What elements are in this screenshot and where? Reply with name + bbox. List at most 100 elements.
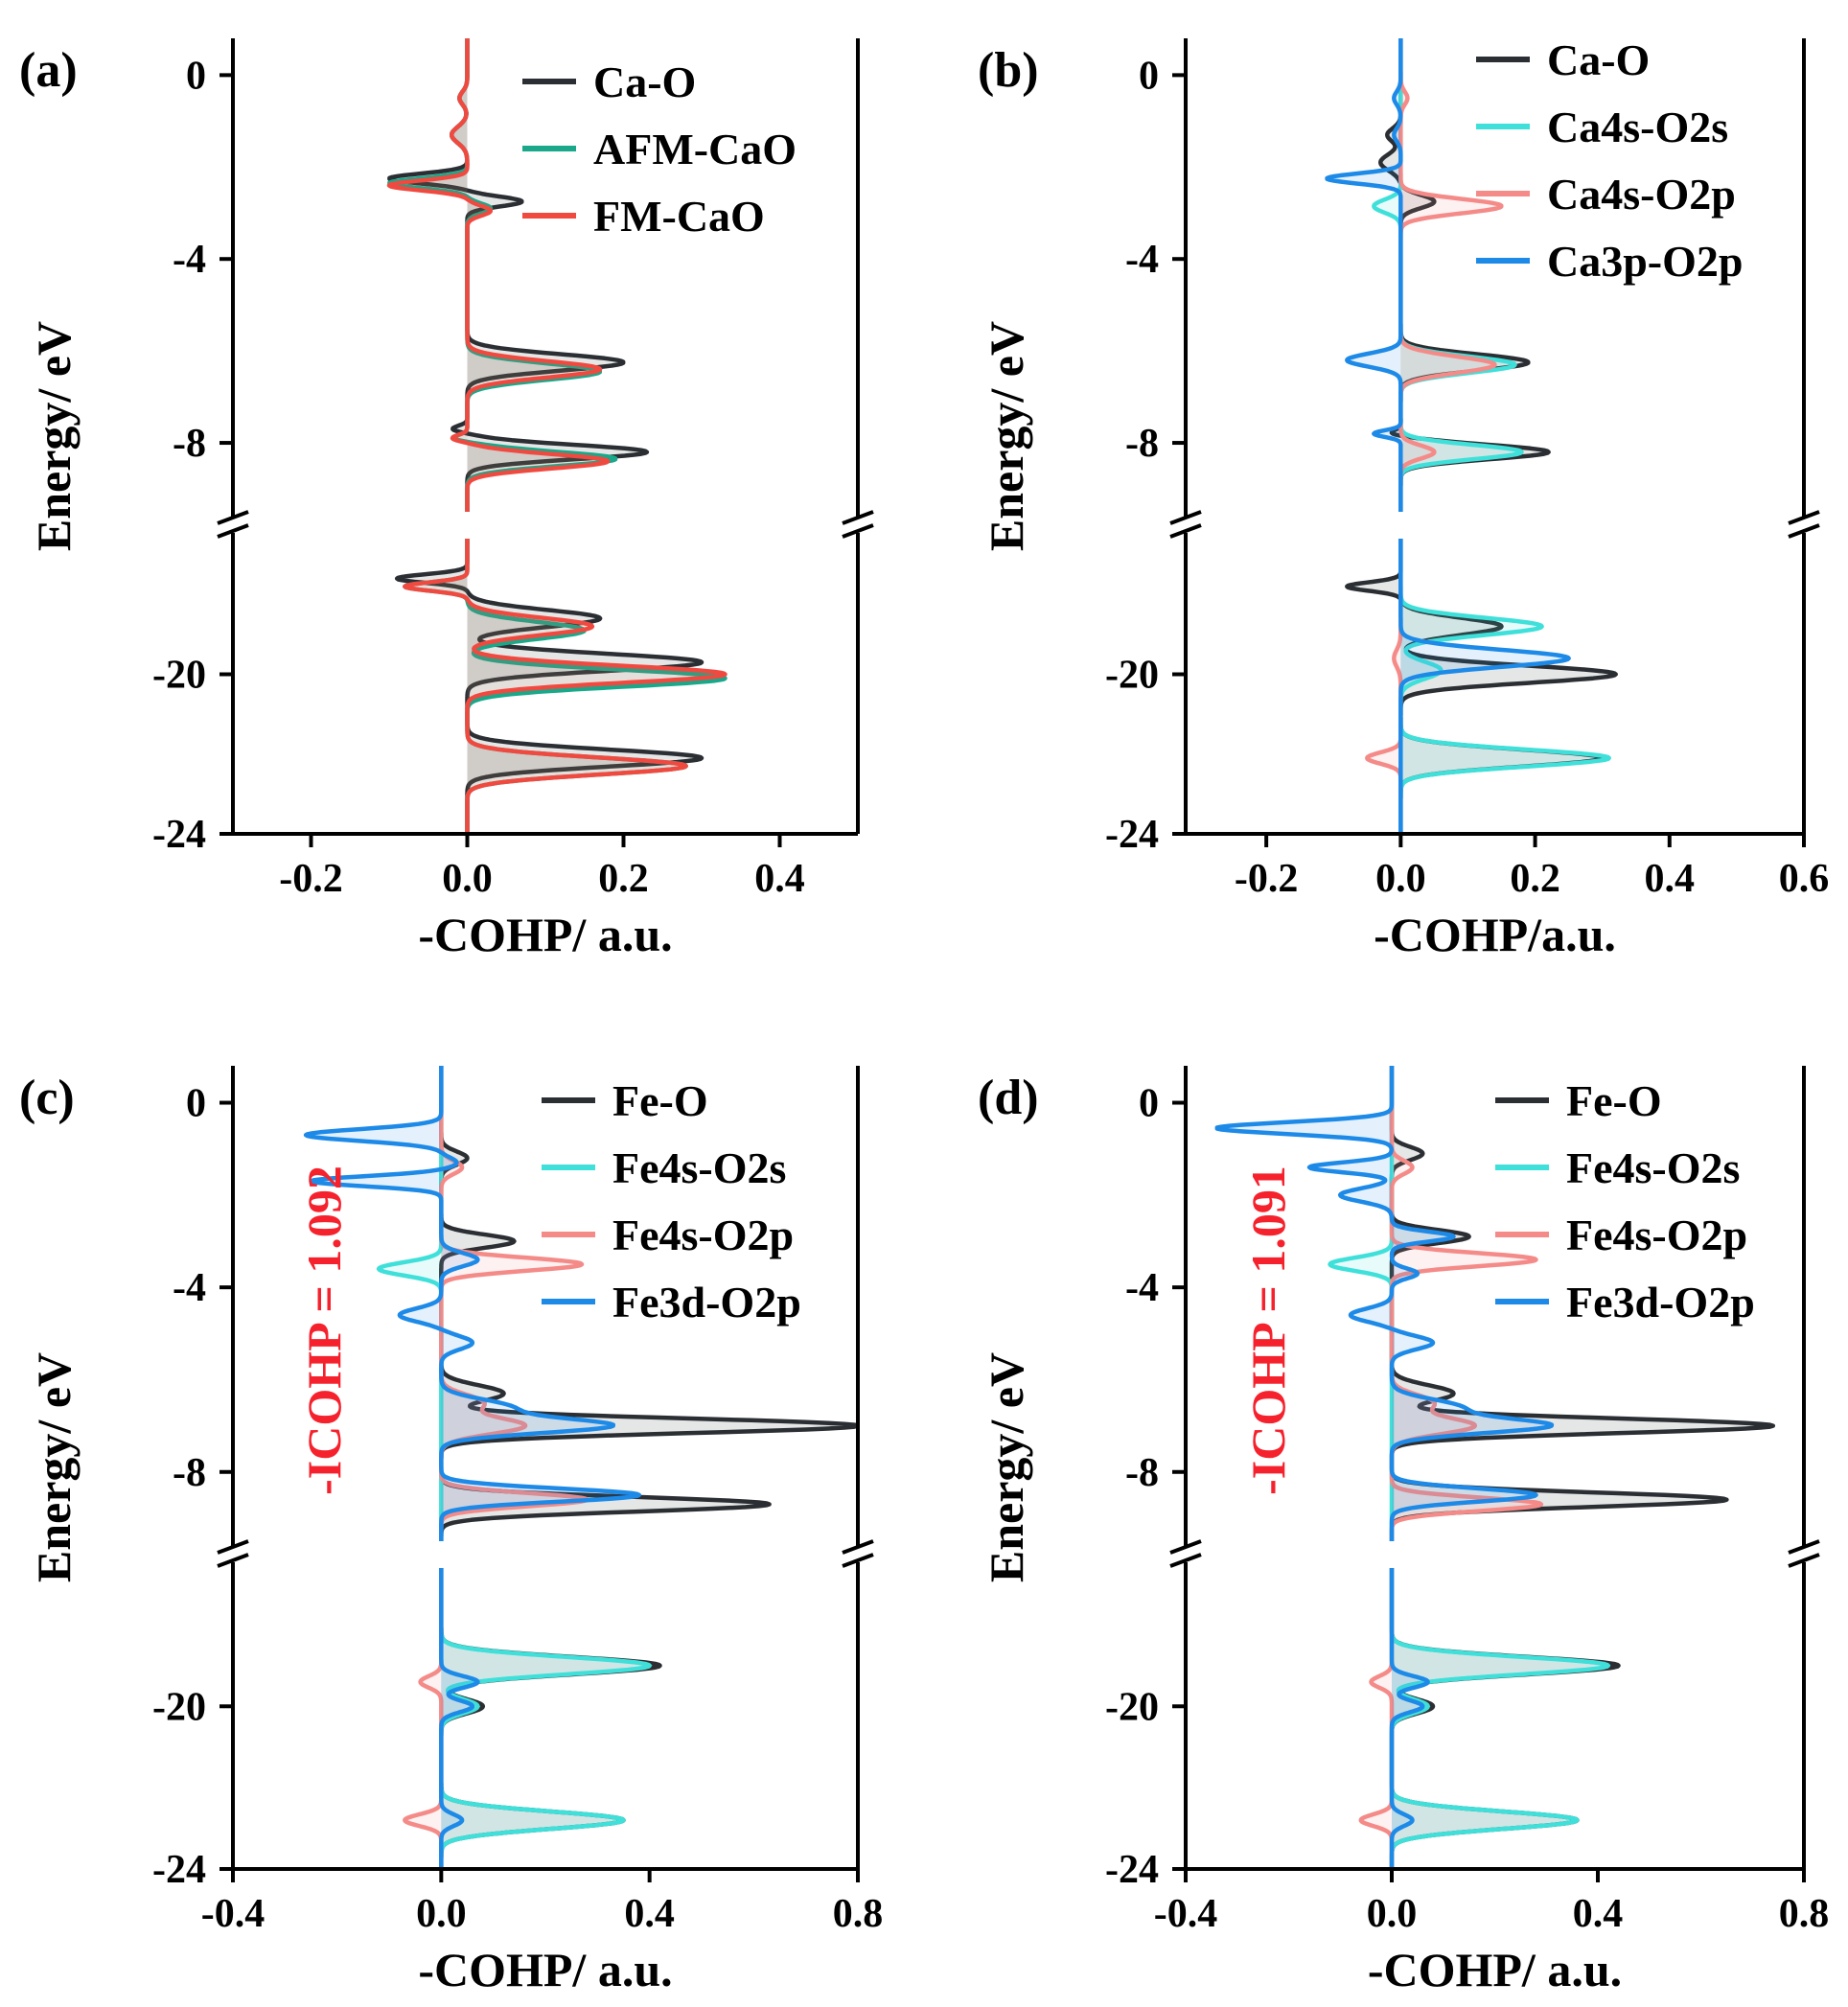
icohp-annotation: -ICOHP = 1.092 [297, 1165, 351, 1495]
axis-break-mark [217, 1539, 249, 1555]
series-fill [306, 1066, 639, 1541]
legend-entry: Ca4s-O2p [1547, 170, 1736, 219]
y-tick-label: -24 [1105, 1848, 1159, 1892]
x-tick-label: 0.0 [1375, 857, 1426, 901]
x-tick-label: 0.0 [416, 1892, 467, 1936]
legend: Fe-O Fe4s-O2s Fe4s-O2p Fe3d-O2p [1495, 1076, 1755, 1326]
legend-entry: Fe4s-O2s [612, 1143, 786, 1192]
y-axis-title: Energy/ eV [27, 321, 81, 551]
series-line [386, 38, 611, 514]
y-tick-label: -20 [1105, 654, 1159, 698]
axes-frame [217, 1066, 874, 1871]
x-tick-label: 0.8 [833, 1892, 884, 1936]
legend-entry: Fe-O [612, 1076, 708, 1125]
series-fill [1347, 539, 1616, 834]
series-line [1398, 537, 1571, 834]
panel-d: -0.4 0.0 0.4 0.8 0 -4 -8 -20 -24 -COHP/ a.u. Energ… [978, 1066, 1829, 1996]
y-tick-label: -8 [173, 422, 206, 466]
x-tick-label: 0.0 [442, 857, 493, 901]
y-axis-title: Energy/ eV [980, 1352, 1033, 1582]
series-fill [1367, 539, 1401, 834]
axis-break-mark [1788, 523, 1820, 539]
series-fe3d-o2p [303, 1066, 642, 1869]
axis-break-mark [1169, 1553, 1202, 1568]
legend-entry: Fe3d-O2p [1566, 1278, 1755, 1326]
series-line [403, 537, 728, 834]
x-tick-label: -0.2 [1235, 857, 1299, 901]
y-tick-label: -24 [152, 813, 206, 857]
x-tick-label: 0.6 [1779, 857, 1830, 901]
y-tick-label: -20 [1105, 1685, 1159, 1729]
series-fm-cao [386, 38, 728, 834]
axis-break-mark [1788, 1553, 1820, 1568]
x-tick-label: 0.8 [1779, 1892, 1830, 1936]
panel-label: (c) [19, 1071, 75, 1125]
legend: Ca-O Ca4s-O2s Ca4s-O2p Ca3p-O2p [1476, 35, 1743, 286]
x-tick-label: 0.4 [1573, 1892, 1624, 1936]
y-tick-label: -4 [1125, 1266, 1159, 1310]
legend-entry: Ca3p-O2p [1547, 237, 1743, 286]
panel-b: -0.2 0.0 0.2 0.4 0.6 0 -4 -8 -20 -24 -COHP/a.u. Ene… [978, 35, 1829, 961]
x-axis-title: -COHP/ a.u. [1368, 1943, 1622, 1996]
y-tick-label: 0 [186, 54, 206, 98]
y-tick-label: -20 [152, 1685, 206, 1729]
series-line [303, 1066, 642, 1543]
curves-group [386, 38, 728, 834]
legend: Ca-O AFM-CaO FM-CaO [522, 58, 797, 241]
y-axis-title: Energy/ eV [27, 1352, 81, 1582]
legend-entry: Fe4s-O2p [612, 1211, 794, 1259]
axis-break-mark [1788, 1539, 1820, 1555]
legend-entry: Fe3d-O2p [612, 1278, 801, 1326]
legend-entry: Fe4s-O2p [1566, 1211, 1747, 1259]
panel-label: (d) [978, 1071, 1039, 1125]
x-axis-title: -COHP/ a.u. [418, 908, 672, 961]
axis-break-mark [217, 523, 249, 539]
y-tick-label: 0 [1139, 1082, 1159, 1126]
series-line [1389, 1566, 1430, 1869]
legend-entry: Ca-O [1547, 35, 1650, 84]
y-tick-label: -24 [152, 1848, 206, 1892]
axis-break-mark [1169, 523, 1202, 539]
y-tick-label: -20 [152, 654, 206, 698]
x-tick-label: -0.4 [1154, 1892, 1218, 1936]
y-tick-label: -4 [173, 1266, 206, 1310]
series-fill [1392, 1568, 1608, 1869]
panel-a: -0.2 0.0 0.2 0.4 0 -4 -8 -20 -24 -COHP/ a.u. Energ… [19, 38, 874, 961]
axes-frame [1169, 1066, 1820, 1871]
curves-group [303, 1066, 858, 1869]
legend-entry: Ca-O [593, 58, 696, 106]
panel-label: (b) [978, 43, 1039, 98]
series-line [1325, 38, 1403, 514]
axis-break-mark [842, 510, 874, 525]
series-fe3d-o2p [1214, 1066, 1555, 1869]
axis-break-mark [217, 510, 249, 525]
legend-entry: FM-CaO [593, 192, 765, 241]
axis-break-mark [217, 1553, 249, 1568]
legend-entry: AFM-CaO [593, 125, 797, 173]
x-axis-title: -COHP/a.u. [1374, 908, 1616, 961]
y-tick-label: -8 [173, 1451, 206, 1495]
x-tick-label: 0.4 [624, 1892, 675, 1936]
axis-break-mark [1169, 510, 1202, 525]
y-tick-label: -8 [1125, 422, 1159, 466]
axes-frame [217, 38, 874, 836]
y-tick-label: -4 [1125, 238, 1159, 282]
x-tick-label: -0.4 [201, 1892, 266, 1936]
series-fill [1327, 38, 1401, 512]
series-line [439, 1566, 480, 1869]
series-ca4s-o2s [1372, 38, 1611, 834]
x-tick-label: 0.4 [1645, 857, 1696, 901]
axis-break-mark [842, 523, 874, 539]
series-line [387, 38, 650, 514]
y-tick-label: 0 [1139, 54, 1159, 98]
x-tick-label: -0.2 [279, 857, 343, 901]
axes-frame [1169, 38, 1820, 836]
series-fill [1400, 539, 1609, 834]
x-tick-label: 0.0 [1367, 1892, 1418, 1936]
y-tick-label: -4 [173, 238, 206, 282]
x-tick-label: 0.2 [1510, 857, 1560, 901]
y-tick-label: -24 [1105, 813, 1159, 857]
panel-label: (a) [19, 43, 78, 98]
legend: Fe-O Fe4s-O2s Fe4s-O2p Fe3d-O2p [542, 1076, 801, 1326]
